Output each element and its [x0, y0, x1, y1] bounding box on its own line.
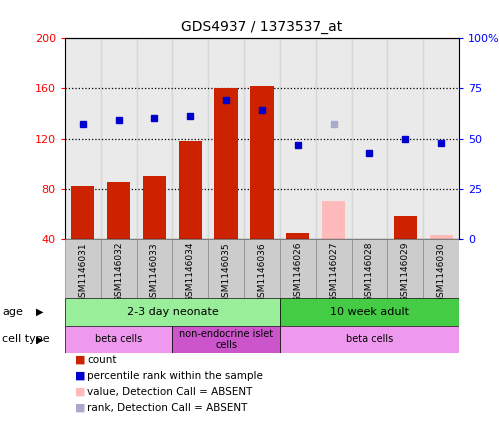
Text: GSM1146033: GSM1146033	[150, 242, 159, 302]
Bar	[280, 38, 316, 239]
Text: cell type: cell type	[2, 335, 50, 344]
Bar	[65, 239, 101, 298]
Bar	[358, 239, 381, 248]
Bar	[208, 38, 244, 239]
Bar	[65, 326, 172, 353]
Bar	[101, 38, 137, 239]
Bar	[430, 235, 453, 239]
Bar	[286, 233, 309, 239]
Bar	[143, 176, 166, 239]
Bar	[387, 38, 423, 239]
Text: rank, Detection Call = ABSENT: rank, Detection Call = ABSENT	[87, 403, 248, 413]
Text: ■: ■	[75, 371, 85, 381]
Text: 2-3 day neonate: 2-3 day neonate	[127, 307, 218, 317]
Bar	[352, 239, 387, 298]
Bar	[423, 38, 459, 239]
Text: ■: ■	[75, 387, 85, 397]
Text: GSM1146027: GSM1146027	[329, 242, 338, 302]
Bar	[387, 239, 423, 298]
Text: value, Detection Call = ABSENT: value, Detection Call = ABSENT	[87, 387, 252, 397]
Bar	[280, 239, 316, 298]
Text: age: age	[2, 307, 23, 317]
Text: GSM1146031: GSM1146031	[78, 242, 87, 302]
Text: GSM1146035: GSM1146035	[222, 242, 231, 302]
Bar	[172, 38, 208, 239]
Bar	[208, 239, 244, 298]
Text: 10 week adult: 10 week adult	[330, 307, 409, 317]
Bar	[101, 239, 137, 298]
Bar	[394, 217, 417, 239]
Bar	[137, 38, 172, 239]
Text: GSM1146026: GSM1146026	[293, 242, 302, 302]
Bar	[137, 239, 172, 298]
Text: beta cells: beta cells	[346, 335, 393, 344]
Bar	[172, 239, 208, 298]
Text: ■: ■	[75, 403, 85, 413]
Text: ▶: ▶	[36, 335, 44, 344]
Bar	[322, 201, 345, 239]
Bar	[280, 298, 459, 326]
Bar	[71, 186, 94, 239]
Text: GSM1146030: GSM1146030	[437, 242, 446, 302]
Text: GSM1146028: GSM1146028	[365, 242, 374, 302]
Text: GSM1146034: GSM1146034	[186, 242, 195, 302]
Bar	[250, 86, 273, 239]
Bar	[423, 239, 459, 298]
Bar	[244, 239, 280, 298]
Text: ▶: ▶	[36, 307, 44, 317]
Bar	[107, 182, 130, 239]
Text: beta cells: beta cells	[95, 335, 142, 344]
Bar	[215, 88, 238, 239]
Bar	[316, 239, 352, 298]
Text: percentile rank within the sample: percentile rank within the sample	[87, 371, 263, 381]
Text: GSM1146029: GSM1146029	[401, 242, 410, 302]
Text: GSM1146032: GSM1146032	[114, 242, 123, 302]
Bar	[280, 326, 459, 353]
Bar	[65, 38, 101, 239]
Bar	[179, 141, 202, 239]
Text: count: count	[87, 354, 117, 365]
Text: GSM1146036: GSM1146036	[257, 242, 266, 302]
Text: non-endocrine islet
cells: non-endocrine islet cells	[179, 329, 273, 350]
Text: ■: ■	[75, 354, 85, 365]
Bar	[65, 298, 280, 326]
Bar	[172, 326, 280, 353]
Bar	[352, 38, 387, 239]
Title: GDS4937 / 1373537_at: GDS4937 / 1373537_at	[181, 20, 343, 34]
Bar	[244, 38, 280, 239]
Bar	[316, 38, 352, 239]
